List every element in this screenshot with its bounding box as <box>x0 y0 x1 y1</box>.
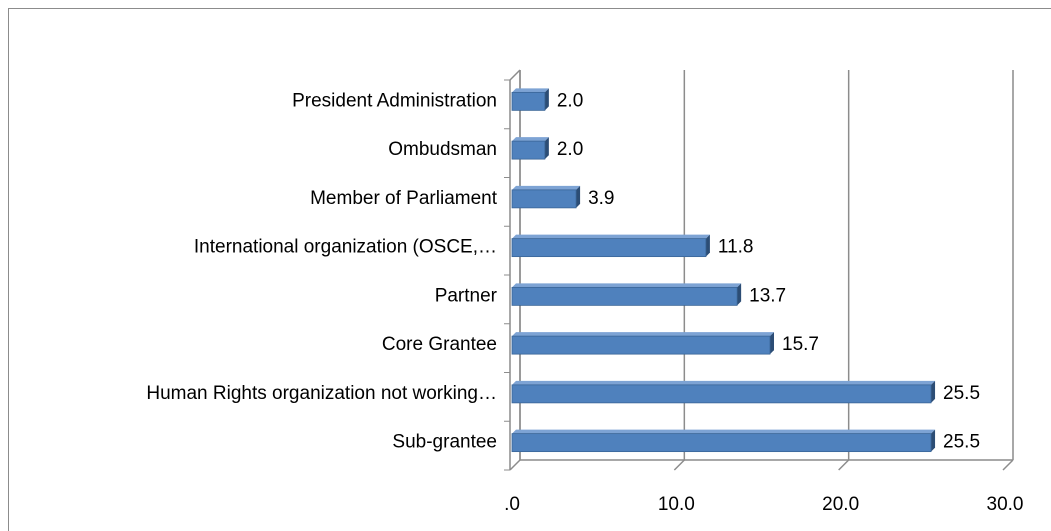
chart-frame <box>8 8 1051 531</box>
floor-line <box>673 459 685 471</box>
bar <box>511 433 932 453</box>
bar-side <box>544 137 549 160</box>
bar-top <box>512 429 936 434</box>
data-label: 25.5 <box>943 383 980 404</box>
data-label: 2.0 <box>557 139 583 160</box>
y-tick-label: International organization (OSCE,… <box>194 237 497 258</box>
y-tick-label: Member of Parliament <box>310 188 498 209</box>
data-label: 3.9 <box>588 188 614 209</box>
floor-line <box>1002 459 1014 471</box>
data-label: 25.5 <box>943 432 980 453</box>
x-tick-label: 30.0 <box>987 494 1024 515</box>
axis-line <box>509 69 521 81</box>
data-label: 13.7 <box>749 285 786 306</box>
bar-side <box>737 283 742 306</box>
bar-side <box>576 185 581 208</box>
bar <box>511 238 707 258</box>
bar-side <box>544 88 549 111</box>
data-label: 15.7 <box>782 334 819 355</box>
bar-top <box>512 332 775 337</box>
bar-top <box>512 88 549 93</box>
bar <box>511 335 771 355</box>
x-tick-label: 10.0 <box>658 494 695 515</box>
data-label: 2.0 <box>557 90 583 111</box>
bar <box>511 384 932 404</box>
bar-side <box>931 380 936 403</box>
floor-line <box>838 459 850 471</box>
bar <box>511 189 577 209</box>
bar <box>511 91 546 111</box>
bar-side <box>931 429 936 452</box>
bar-top <box>512 380 936 385</box>
floor-line <box>509 459 521 471</box>
data-label: 11.8 <box>718 237 754 258</box>
y-tick-label: Human Rights organization not working… <box>146 383 497 404</box>
bar-top <box>512 185 581 190</box>
y-tick-label: Ombudsman <box>388 139 497 160</box>
bar-top <box>512 137 549 142</box>
bar-side <box>770 332 775 355</box>
bar <box>511 286 738 306</box>
bar-top <box>512 234 710 239</box>
y-tick-label: President Administration <box>292 90 497 111</box>
x-tick-label: 20.0 <box>822 494 859 515</box>
y-tick-label: Partner <box>435 285 498 306</box>
x-tick-label: .0 <box>504 494 520 515</box>
bar-top <box>512 283 742 288</box>
y-tick-label: Core Grantee <box>382 334 497 355</box>
bar-side <box>705 234 710 257</box>
y-tick-label: Sub-grantee <box>392 432 497 453</box>
bar <box>511 140 546 160</box>
